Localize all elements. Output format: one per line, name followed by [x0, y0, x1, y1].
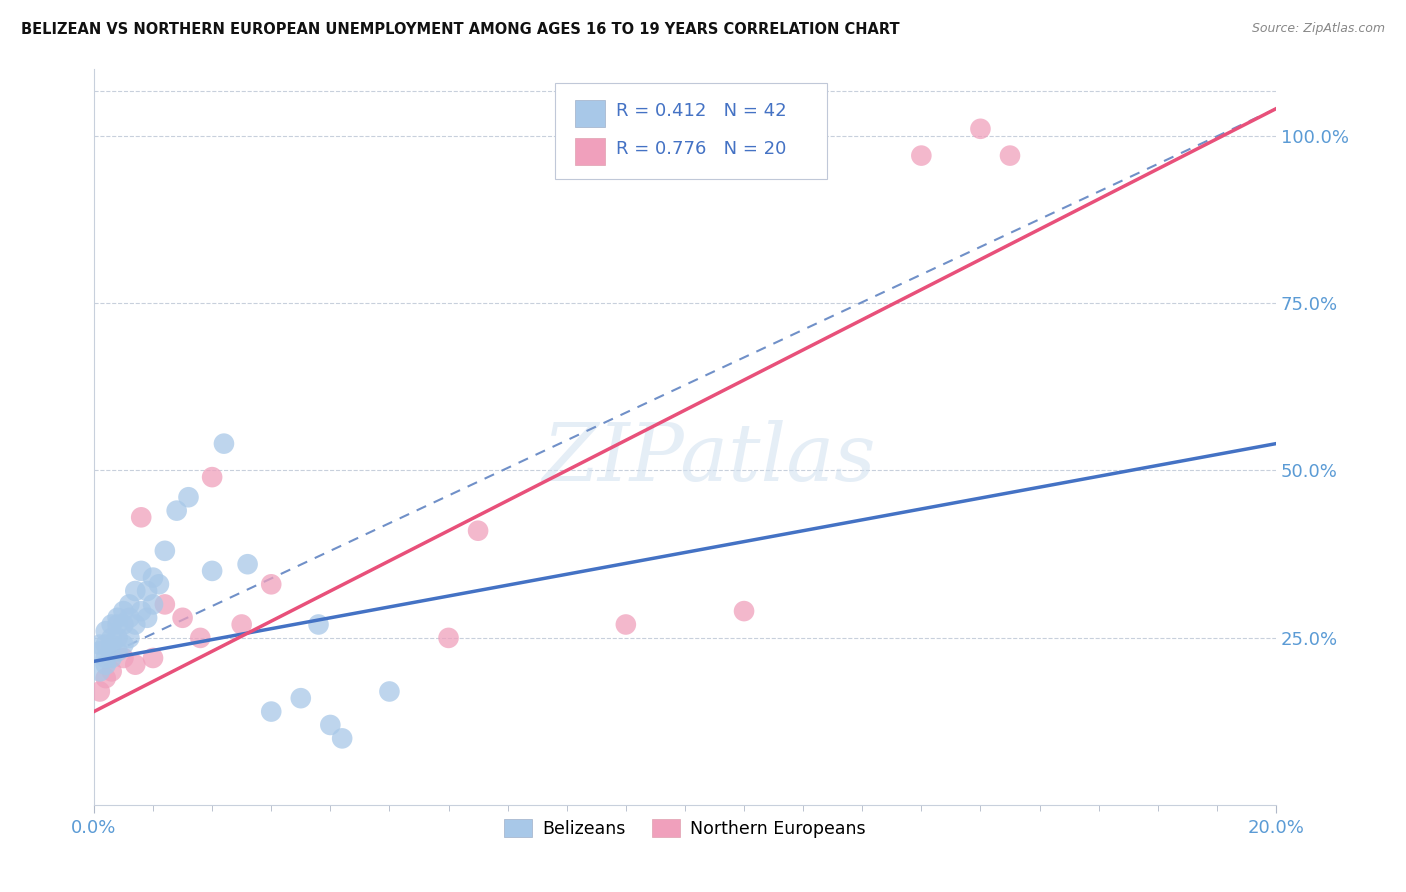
Point [107, 644, 129, 658]
Point [89, 665, 111, 679]
Point [290, 691, 312, 706]
Point [100, 617, 122, 632]
Point [231, 617, 253, 632]
Point [112, 651, 135, 665]
Point [733, 604, 755, 618]
Point [142, 598, 165, 612]
Point [998, 148, 1021, 162]
Point [148, 577, 170, 591]
Point [136, 584, 159, 599]
Text: R = 0.776   N = 20: R = 0.776 N = 20 [616, 140, 787, 158]
Point [107, 611, 129, 625]
Point [94, 657, 117, 672]
Point [319, 718, 342, 732]
Point [260, 705, 283, 719]
Point [236, 558, 259, 572]
Point [107, 631, 129, 645]
FancyBboxPatch shape [555, 83, 827, 179]
Point [129, 564, 152, 578]
Point [153, 544, 176, 558]
Point [437, 631, 460, 645]
Point [330, 731, 353, 746]
Point [112, 617, 135, 632]
Bar [575, 138, 605, 165]
Point [129, 604, 152, 618]
Point [172, 611, 194, 625]
Point [124, 584, 146, 599]
Point [100, 638, 122, 652]
Legend: Belizeans, Northern Europeans: Belizeans, Northern Europeans [498, 812, 873, 845]
Point [910, 148, 932, 162]
Text: Source: ZipAtlas.com: Source: ZipAtlas.com [1251, 22, 1385, 36]
Point [112, 604, 135, 618]
Point [100, 631, 122, 645]
Text: ZIPatlas: ZIPatlas [541, 420, 876, 498]
Point [188, 631, 211, 645]
Point [124, 657, 146, 672]
Point [112, 638, 135, 652]
Point [100, 651, 122, 665]
Point [94, 624, 117, 639]
Point [260, 577, 283, 591]
Point [124, 617, 146, 632]
Point [107, 617, 129, 632]
Point [308, 617, 330, 632]
Point [129, 510, 152, 524]
Point [177, 490, 200, 504]
Point [467, 524, 489, 538]
Point [212, 436, 235, 450]
Point [166, 503, 188, 517]
Bar [575, 100, 605, 127]
Point [378, 684, 401, 698]
Point [94, 638, 117, 652]
Point [89, 684, 111, 698]
Point [89, 638, 111, 652]
Point [614, 617, 637, 632]
Point [201, 564, 224, 578]
Point [100, 665, 122, 679]
Point [201, 470, 224, 484]
Text: R = 0.412   N = 42: R = 0.412 N = 42 [616, 102, 787, 120]
Point [118, 631, 141, 645]
Point [118, 598, 141, 612]
Text: BELIZEAN VS NORTHERN EUROPEAN UNEMPLOYMENT AMONG AGES 16 TO 19 YEARS CORRELATION: BELIZEAN VS NORTHERN EUROPEAN UNEMPLOYME… [21, 22, 900, 37]
Point [969, 121, 991, 136]
Point [94, 651, 117, 665]
Point [136, 611, 159, 625]
Point [142, 571, 165, 585]
Point [89, 644, 111, 658]
Point [142, 651, 165, 665]
Point [94, 671, 117, 685]
Point [153, 598, 176, 612]
Point [118, 611, 141, 625]
